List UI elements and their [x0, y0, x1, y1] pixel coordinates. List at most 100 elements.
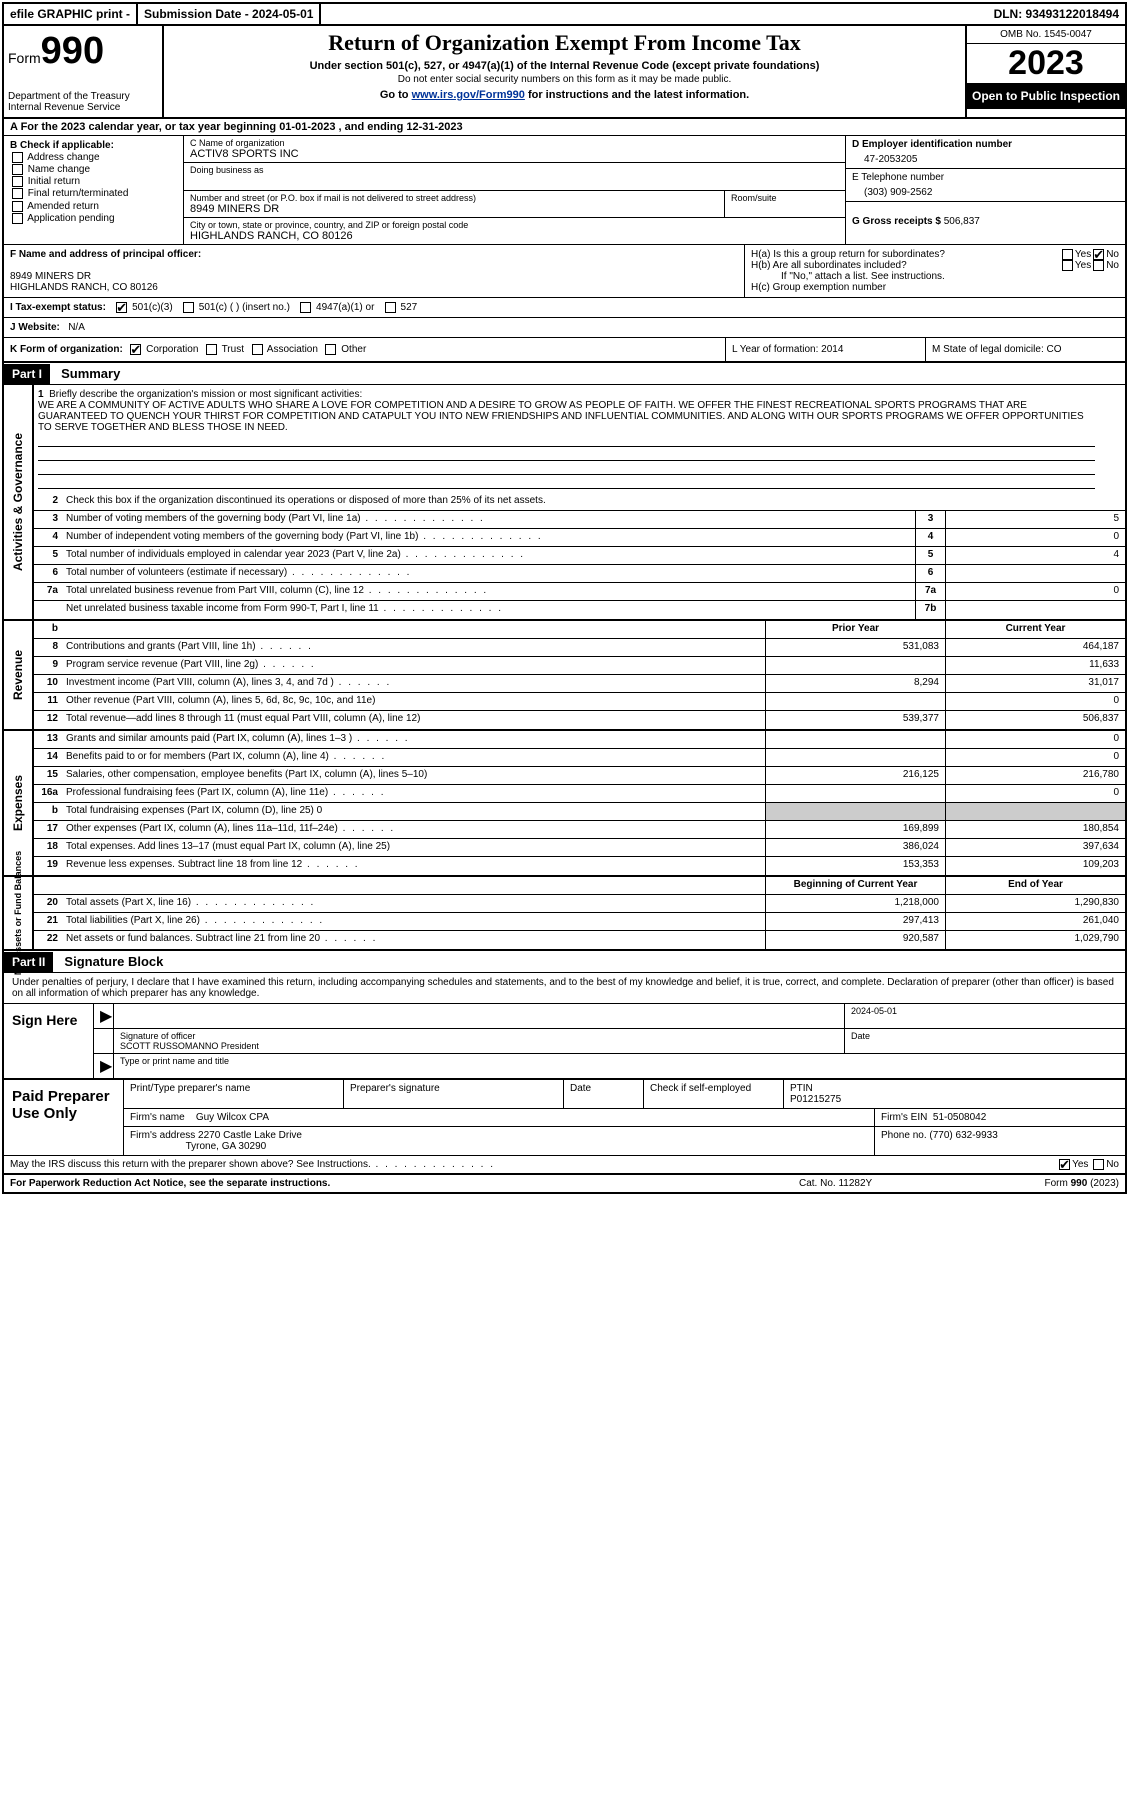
row-f-h: F Name and address of principal officer:…: [4, 245, 1125, 298]
discuss-no[interactable]: [1093, 1159, 1104, 1170]
mission-text: WE ARE A COMMUNITY OF ACTIVE ADULTS WHO …: [38, 400, 1084, 433]
val-3: 5: [945, 511, 1125, 528]
org-name-label: C Name of organization: [190, 138, 839, 148]
gross-value: 506,837: [944, 216, 980, 227]
form-number: 990: [41, 30, 104, 72]
tel-value: (303) 909-2562: [852, 183, 1119, 198]
hb-no[interactable]: [1093, 260, 1104, 271]
form-ref: Form 990 (2023): [979, 1178, 1119, 1189]
dln-label: DLN: 93493122018494: [988, 4, 1125, 24]
chk-app-pending[interactable]: Application pending: [10, 213, 177, 224]
dept-label: Department of the Treasury Internal Reve…: [8, 91, 158, 113]
line-4: Number of independent voting members of …: [62, 529, 915, 546]
submission-date: Submission Date - 2024-05-01: [138, 4, 321, 24]
discuss-yes[interactable]: [1059, 1159, 1070, 1170]
line-21: Total liabilities (Part X, line 26): [62, 913, 765, 930]
firm-name: Guy Wilcox CPA: [196, 1112, 269, 1123]
net-assets-section: Net Assets or Fund Balances Beginning of…: [4, 877, 1125, 951]
chk-final-return[interactable]: Final return/terminated: [10, 188, 177, 199]
line-3: Number of voting members of the governin…: [62, 511, 915, 528]
chk-trust[interactable]: [206, 344, 217, 355]
ha-yes[interactable]: [1062, 249, 1073, 260]
tax-status-label: I Tax-exempt status:: [10, 302, 106, 313]
chk-501c[interactable]: [183, 302, 194, 313]
street-label: Number and street (or P.O. box if mail i…: [190, 193, 718, 203]
part2-badge: Part II: [4, 952, 53, 972]
chk-address-change[interactable]: Address change: [10, 152, 177, 163]
line-9: Program service revenue (Part VIII, line…: [62, 657, 765, 674]
line-6: Total number of volunteers (estimate if …: [62, 565, 915, 582]
part2-title: Signature Block: [56, 951, 171, 972]
chk-name-change[interactable]: Name change: [10, 164, 177, 175]
chk-501c3[interactable]: [116, 302, 127, 313]
line-22: Net assets or fund balances. Subtract li…: [62, 931, 765, 949]
part2-header-row: Part II Signature Block: [4, 951, 1125, 973]
officer-addr2: HIGHLANDS RANCH, CO 80126: [10, 282, 738, 293]
hb-yes[interactable]: [1062, 260, 1073, 271]
prep-self-emp: Check if self-employed: [644, 1080, 784, 1108]
section-c: C Name of organization ACTIV8 SPORTS INC…: [184, 136, 845, 244]
line-7b: Net unrelated business taxable income fr…: [62, 601, 915, 619]
chk-amended-return[interactable]: Amended return: [10, 201, 177, 212]
chk-assoc[interactable]: [252, 344, 263, 355]
firm-addr1: 2270 Castle Lake Drive: [198, 1130, 302, 1141]
line-16a: Professional fundraising fees (Part IX, …: [62, 785, 765, 802]
efile-label: efile GRAPHIC print -: [4, 4, 138, 24]
firm-ein: 51-0508042: [933, 1112, 986, 1123]
chk-527[interactable]: [385, 302, 396, 313]
signature-block: Under penalties of perjury, I declare th…: [4, 973, 1125, 1080]
chk-4947[interactable]: [300, 302, 311, 313]
chk-other[interactable]: [325, 344, 336, 355]
line-18: Total expenses. Add lines 13–17 (must eq…: [62, 839, 765, 856]
section-f: F Name and address of principal officer:…: [4, 245, 745, 297]
vtab-expenses: Expenses: [11, 775, 25, 831]
chk-initial-return[interactable]: Initial return: [10, 176, 177, 187]
line-2: Check this box if the organization disco…: [62, 493, 1125, 510]
gross-label: G Gross receipts $: [852, 216, 941, 227]
line-8: Contributions and grants (Part VIII, lin…: [62, 639, 765, 656]
officer-addr1: 8949 MINERS DR: [10, 271, 738, 282]
preparer-block: Paid Preparer Use Only Print/Type prepar…: [4, 1080, 1125, 1156]
omb-number: OMB No. 1545-0047: [967, 26, 1125, 44]
val-6: [945, 565, 1125, 582]
line-17: Other expenses (Part IX, column (A), lin…: [62, 821, 765, 838]
prep-name-label: Print/Type preparer's name: [124, 1080, 344, 1108]
line-20: Total assets (Part X, line 16): [62, 895, 765, 912]
line-7a: Total unrelated business revenue from Pa…: [62, 583, 915, 600]
preparer-label: Paid Preparer Use Only: [4, 1080, 124, 1155]
dba-label: Doing business as: [190, 165, 839, 175]
line-5: Total number of individuals employed in …: [62, 547, 915, 564]
section-b: B Check if applicable: Address change Na…: [4, 136, 184, 244]
ein-label: D Employer identification number: [852, 139, 1119, 150]
governance-section: Activities & Governance 1 Briefly descri…: [4, 385, 1125, 621]
ha-label: H(a) Is this a group return for subordin…: [751, 249, 1060, 260]
col-prior: Prior Year: [765, 621, 945, 638]
website-value: N/A: [68, 322, 85, 333]
part1-badge: Part I: [4, 364, 50, 384]
chk-corp[interactable]: [130, 344, 141, 355]
vtab-revenue: Revenue: [11, 650, 25, 700]
section-d: D Employer identification number 47-2053…: [845, 136, 1125, 244]
page-footer: For Paperwork Reduction Act Notice, see …: [4, 1175, 1125, 1192]
room-label: Room/suite: [731, 193, 839, 203]
line-12: Total revenue—add lines 8 through 11 (mu…: [62, 711, 765, 729]
mission-block: 1 Briefly describe the organization's mi…: [34, 385, 1125, 493]
row-j: J Website: N/A: [4, 318, 1125, 338]
irs-link[interactable]: www.irs.gov/Form990: [412, 89, 525, 101]
perjury-declaration: Under penalties of perjury, I declare th…: [4, 973, 1125, 1004]
prep-date-label: Date: [564, 1080, 644, 1108]
expenses-section: Expenses 13Grants and similar amounts pa…: [4, 731, 1125, 877]
prep-sig-label: Preparer's signature: [344, 1080, 564, 1108]
city-label: City or town, state or province, country…: [190, 220, 839, 230]
hc-label: H(c) Group exemption number: [751, 282, 1119, 293]
org-name: ACTIV8 SPORTS INC: [190, 148, 839, 160]
ha-no[interactable]: [1093, 249, 1104, 260]
tax-year: 2023: [967, 44, 1125, 83]
arrow-icon: ▶: [94, 1004, 114, 1028]
row-i: I Tax-exempt status: 501(c)(3) 501(c) ( …: [4, 298, 1125, 318]
sig-officer-label: Signature of officer: [120, 1031, 195, 1041]
header-right: OMB No. 1545-0047 2023 Open to Public In…: [965, 26, 1125, 117]
state-domicile: M State of legal domicile: CO: [925, 338, 1125, 361]
firm-addr-label: Firm's address: [130, 1130, 195, 1141]
link-prefix: Go to: [380, 89, 412, 101]
